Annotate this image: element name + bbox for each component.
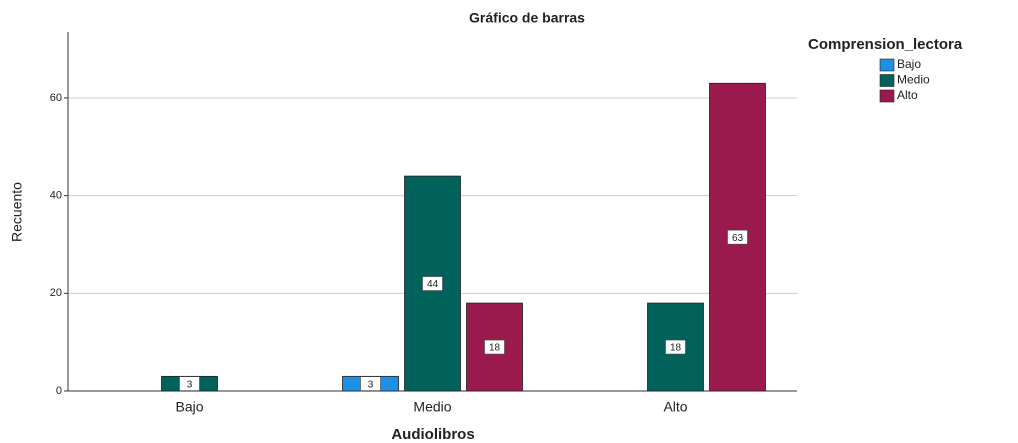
data-label: 44 (427, 279, 439, 290)
y-tick-label: 20 (50, 287, 62, 299)
legend-label: Alto (897, 88, 918, 102)
x-tick-label: Alto (663, 399, 687, 415)
data-label: 18 (670, 343, 682, 354)
data-label: 18 (489, 343, 501, 354)
legend-swatch (879, 74, 895, 87)
legend-label: Bajo (897, 57, 921, 71)
data-label: 3 (368, 379, 374, 390)
chart-title: Gráfico de barras (469, 10, 585, 26)
legend-swatch (879, 58, 895, 72)
x-tick-label: Medio (413, 399, 451, 415)
y-tick-label: 0 (56, 385, 62, 397)
legend-title: Comprension_lectora (808, 36, 963, 53)
y-tick-label: 60 (50, 92, 62, 104)
y-axis-label: Recuento (9, 182, 25, 242)
x-axis-label: Audiolibros (391, 426, 474, 443)
data-label: 63 (732, 233, 744, 244)
legend-label: Medio (897, 73, 930, 87)
data-label-box (179, 376, 200, 391)
data-label-box (727, 229, 748, 245)
legend-swatch (879, 89, 895, 103)
data-label-box (422, 276, 443, 291)
y-tick-label: 40 (50, 190, 62, 202)
data-label: 3 (187, 379, 193, 390)
data-label-box (360, 376, 381, 391)
data-label-box (665, 339, 686, 355)
data-label-box (484, 339, 505, 355)
x-tick-label: Bajo (175, 399, 203, 415)
